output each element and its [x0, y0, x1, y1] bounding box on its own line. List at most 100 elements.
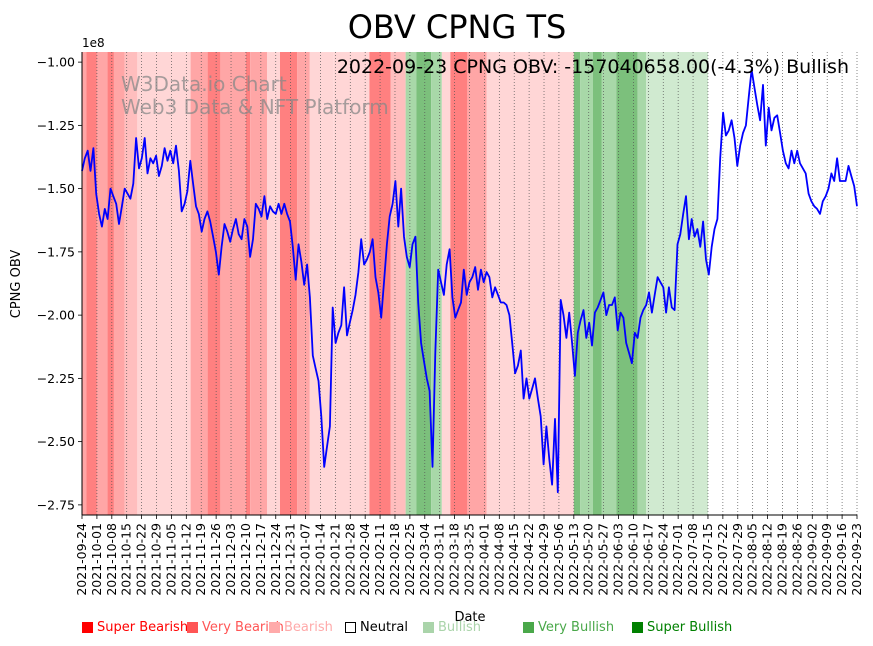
x-tick-label: 2022-01-14: [312, 523, 327, 596]
band-very-bearish: [82, 52, 87, 515]
band-bearish-light: [354, 52, 370, 515]
legend-swatch: [423, 622, 434, 633]
x-tick-label: 2022-03-11: [432, 523, 447, 596]
x-tick-label: 2022-02-25: [402, 523, 417, 596]
x-tick-label: 2022-04-08: [491, 523, 506, 596]
axes: 2021-09-24 2021-10-01 2021-10-08 2021-10-15…: [37, 52, 864, 596]
x-tick-label: 2022-07-15: [700, 523, 715, 596]
x-tick-label: 2022-02-04: [357, 523, 372, 596]
band-bullish: [601, 52, 617, 515]
x-tick-label: 2022-07-22: [715, 523, 730, 596]
x-tick-label: 2022-05-27: [596, 523, 611, 596]
band-very-bearish: [96, 52, 108, 515]
signal-bands: [82, 52, 708, 515]
legend-swatch: [523, 622, 534, 633]
band-bearish-light: [267, 52, 281, 515]
x-tick-label: 2022-05-13: [566, 523, 581, 596]
x-tick-label: 2022-08-05: [745, 523, 760, 596]
x-tick-label: 2021-09-24: [74, 523, 89, 596]
legend-label: Very Bullish: [538, 620, 615, 635]
x-tick-label: 2021-12-03: [223, 523, 238, 596]
legend-swatch: [82, 622, 93, 633]
legend-label: Neutral: [360, 620, 408, 635]
obv-series-line: [81, 68, 858, 494]
y-axis-label: CPNG OBV: [9, 250, 24, 319]
y-tick-label: −2.75: [37, 497, 75, 512]
band-bullish: [405, 52, 417, 515]
band-super-bearish: [245, 52, 251, 515]
x-tick-label: 2022-04-15: [506, 523, 521, 596]
band-very-bearish: [250, 52, 268, 515]
x-tick-label: 2021-11-05: [163, 523, 178, 596]
band-bearish: [390, 52, 406, 515]
band-very-bearish: [220, 52, 246, 515]
band-very-bullish: [592, 52, 602, 515]
x-tick-label: 2021-12-24: [268, 523, 283, 596]
y-offset-label: 1e8: [82, 36, 105, 50]
band-bullish: [431, 52, 442, 515]
band-super-bearish: [207, 52, 221, 515]
x-tick-label: 2021-11-19: [193, 523, 208, 596]
band-super-bearish: [450, 52, 468, 515]
x-tick-label: 2022-04-29: [536, 523, 551, 596]
y-tick-label: −2.50: [37, 434, 75, 449]
legend-swatch: [632, 622, 643, 633]
x-tick-label: 2022-06-10: [625, 523, 640, 596]
band-very-bullish: [416, 52, 432, 515]
x-tick-label: 2022-04-01: [476, 523, 491, 596]
x-tick-label: 2021-10-15: [119, 523, 134, 596]
x-tick-label: 2022-01-07: [298, 523, 313, 596]
x-tick-label: 2022-03-18: [447, 523, 462, 596]
y-tick-label: −1.75: [37, 244, 75, 259]
x-tick-label: 2021-10-08: [104, 523, 119, 596]
band-bullish-light: [646, 52, 708, 515]
band-bearish-light: [309, 52, 334, 515]
x-tick-label: 2022-08-26: [789, 523, 804, 596]
band-super-bearish: [107, 52, 114, 515]
x-tick-label: 2022-04-22: [521, 523, 536, 596]
band-super-bearish: [280, 52, 298, 515]
x-tick-label: 2021-10-22: [134, 523, 149, 596]
x-tick-label: 2022-08-12: [760, 523, 775, 596]
x-tick-label: 2022-03-25: [462, 523, 477, 596]
x-tick-label: 2022-05-06: [551, 523, 566, 596]
x-tick-label: 2022-09-09: [819, 523, 834, 596]
x-tick-label: 2021-12-17: [253, 523, 268, 596]
y-tick-label: −1.00: [37, 55, 75, 70]
watermark-line-2: Web3 Data & NFT Platform: [121, 95, 389, 119]
x-tick-label: 2022-09-23: [849, 523, 864, 596]
legend-item: Very Bearish: [187, 620, 284, 635]
x-tick-label: 2022-03-04: [417, 523, 432, 596]
legend-item: Bearish: [269, 620, 333, 635]
legend-label: Super Bearish: [97, 620, 189, 635]
x-tick-label: 2022-05-20: [581, 523, 596, 596]
x-tick-label: 2022-09-02: [804, 523, 819, 596]
chart-title: OBV CPNG TS: [348, 8, 567, 46]
legend-label: Bearish: [284, 620, 333, 635]
band-bullish: [637, 52, 647, 515]
legend-item: Very Bullish: [523, 620, 614, 635]
legend-item: Bullish: [423, 620, 481, 635]
legend-swatch: [187, 622, 198, 633]
x-tick-label: 2021-10-29: [149, 523, 164, 596]
legend-item: Super Bullish: [632, 620, 732, 635]
legend-label: Very Bearish: [202, 620, 284, 635]
x-tick-label: 2022-06-17: [640, 523, 655, 596]
x-tick-label: 2022-08-19: [774, 523, 789, 596]
x-gridlines: [81, 52, 858, 515]
x-tick-label: 2022-07-29: [730, 523, 745, 596]
x-tick-label: 2021-12-10: [238, 523, 253, 596]
legend-label: Bullish: [438, 620, 482, 635]
legend-label: Super Bullish: [647, 620, 733, 635]
x-tick-label: 2022-01-21: [327, 523, 342, 596]
watermark-line-1: W3Data.io Chart: [121, 72, 287, 96]
band-very-bullish: [616, 52, 638, 515]
x-tick-label: 2022-07-08: [685, 523, 700, 596]
x-tick-label: 2022-06-03: [611, 523, 626, 596]
x-axis-label: Date: [454, 610, 485, 625]
band-very-bearish: [190, 52, 208, 515]
band-very-bullish: [573, 52, 581, 515]
chart-annotation: 2022-09-23 CPNG OBV: -157040658.00(-4.3%…: [337, 56, 849, 78]
x-tick-label: 2021-10-01: [89, 523, 104, 596]
